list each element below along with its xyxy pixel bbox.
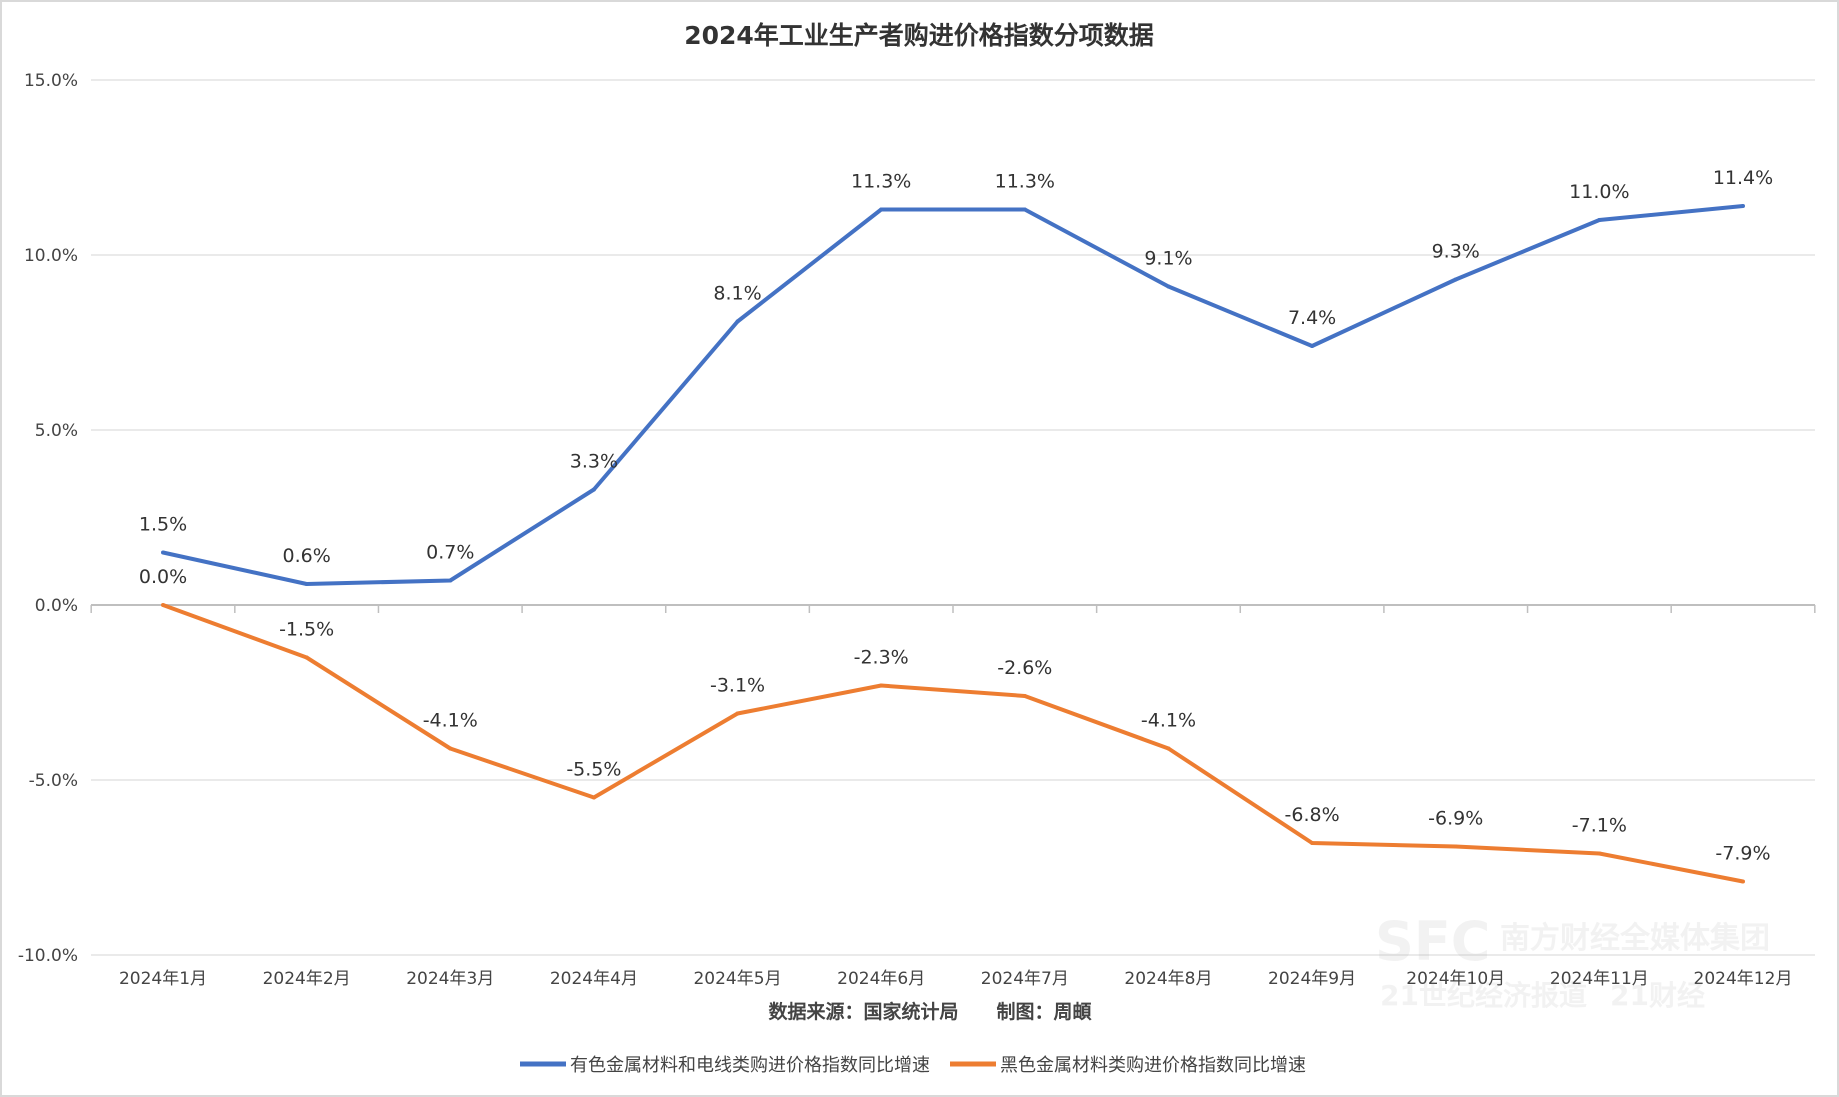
data-label: 0.6% — [282, 545, 330, 567]
series-line-1 — [162, 603, 1744, 884]
data-label: 9.3% — [1432, 241, 1480, 263]
data-label: 11.4% — [1713, 167, 1773, 189]
data-point — [1166, 284, 1171, 289]
data-point — [304, 655, 309, 660]
data-point — [1597, 218, 1602, 222]
legend-label: 黑色金属材料类购进价格指数同比增速 — [1000, 1055, 1306, 1076]
data-label: 0.7% — [426, 542, 474, 564]
data-point — [591, 487, 596, 492]
y-tick-label: 0.0% — [35, 596, 78, 616]
data-point — [1453, 277, 1458, 282]
data-point — [304, 582, 309, 586]
chart-title: 2024年工业生产者购进价格指数分项数据 — [684, 21, 1154, 50]
data-label: 3.3% — [570, 451, 618, 473]
series-layer: 1.5% 0.6% 0.7% 3.3% 8.1% 11.3% 11.3% 9.1% 7.4% 9.… — [139, 167, 1773, 884]
data-point — [1022, 694, 1027, 698]
data-point — [879, 207, 884, 212]
x-tick-label: 2024年5月 — [693, 969, 781, 989]
data-label: 0.0% — [139, 566, 187, 588]
x-tick-label: 2024年6月 — [837, 969, 925, 989]
data-point — [1310, 841, 1315, 845]
data-label: 7.4% — [1288, 307, 1336, 329]
series-line-0 — [162, 204, 1744, 586]
y-tick-label: 10.0% — [24, 246, 78, 266]
data-point — [161, 603, 165, 607]
data-point — [1741, 204, 1745, 208]
watermark: SFC 南方财经全媒体集团 21世纪经济报道 21财经 — [1375, 910, 1770, 1012]
x-tick-label: 2024年3月 — [406, 969, 494, 989]
data-label: 11.0% — [1569, 181, 1629, 203]
data-label: 8.1% — [713, 283, 761, 305]
x-tick-label: 2024年11月 — [1550, 969, 1649, 989]
x-tick-label: 2024年10月 — [1406, 969, 1505, 989]
x-tick-label: 2024年1月 — [119, 969, 207, 989]
data-label: -2.6% — [997, 657, 1052, 679]
source-note: 数据来源：国家统计局 制图：周頔 — [768, 1000, 1092, 1023]
x-axis: 2024年1月 2024年2月 2024年3月 2024年4月 2024年5月 2024年… — [90, 605, 1816, 989]
svg-text:21世纪经济报道: 21世纪经济报道 — [1380, 979, 1587, 1012]
data-point — [161, 550, 165, 555]
data-point — [1310, 344, 1315, 348]
data-point — [735, 711, 740, 716]
y-axis: -10.0% -5.0% 0.0% 5.0% 10.0% 15.0% — [18, 71, 78, 966]
data-point — [735, 319, 740, 324]
data-label: -4.1% — [423, 710, 478, 732]
data-label: -6.8% — [1285, 804, 1340, 826]
y-tick-label: -10.0% — [18, 946, 78, 966]
data-label: 1.5% — [139, 514, 187, 536]
data-label: 9.1% — [1144, 248, 1192, 270]
data-label: -4.1% — [1141, 710, 1196, 732]
data-point — [448, 578, 453, 583]
data-label: -2.3% — [854, 647, 909, 669]
data-label: 11.3% — [995, 171, 1055, 193]
svg-text:21财经: 21财经 — [1610, 979, 1705, 1012]
data-label: 11.3% — [851, 171, 911, 193]
data-label: -5.5% — [566, 759, 621, 781]
data-point — [1453, 844, 1458, 849]
svg-text:SFC: SFC — [1375, 910, 1490, 973]
x-tick-label: 2024年2月 — [263, 969, 351, 989]
data-label: -7.9% — [1715, 843, 1770, 865]
data-label: -1.5% — [279, 619, 334, 641]
y-tick-label: 15.0% — [24, 71, 78, 91]
data-point — [1166, 746, 1171, 751]
x-tick-label: 2024年4月 — [550, 969, 638, 989]
y-tick-label: -5.0% — [29, 771, 78, 791]
data-point — [1741, 879, 1745, 884]
y-tick-label: 5.0% — [35, 421, 78, 441]
data-point — [591, 795, 596, 800]
data-point — [879, 683, 884, 688]
x-tick-label: 2024年12月 — [1694, 969, 1793, 989]
legend-label: 有色金属材料和电线类购进价格指数同比增速 — [570, 1055, 930, 1076]
x-tick-label: 2024年9月 — [1268, 969, 1356, 989]
legend: 有色金属材料和电线类购进价格指数同比增速 黑色金属材料类购进价格指数同比增速 — [520, 1055, 1306, 1076]
x-tick-label: 2024年8月 — [1124, 969, 1212, 989]
data-point — [448, 746, 453, 751]
data-label: -3.1% — [710, 675, 765, 697]
svg-text:南方财经全媒体集团: 南方财经全媒体集团 — [1500, 921, 1770, 956]
data-label: -6.9% — [1428, 808, 1483, 830]
data-point — [1022, 207, 1027, 212]
data-point — [1597, 851, 1602, 856]
data-label: -7.1% — [1572, 815, 1627, 837]
x-tick-label: 2024年7月 — [981, 969, 1069, 989]
